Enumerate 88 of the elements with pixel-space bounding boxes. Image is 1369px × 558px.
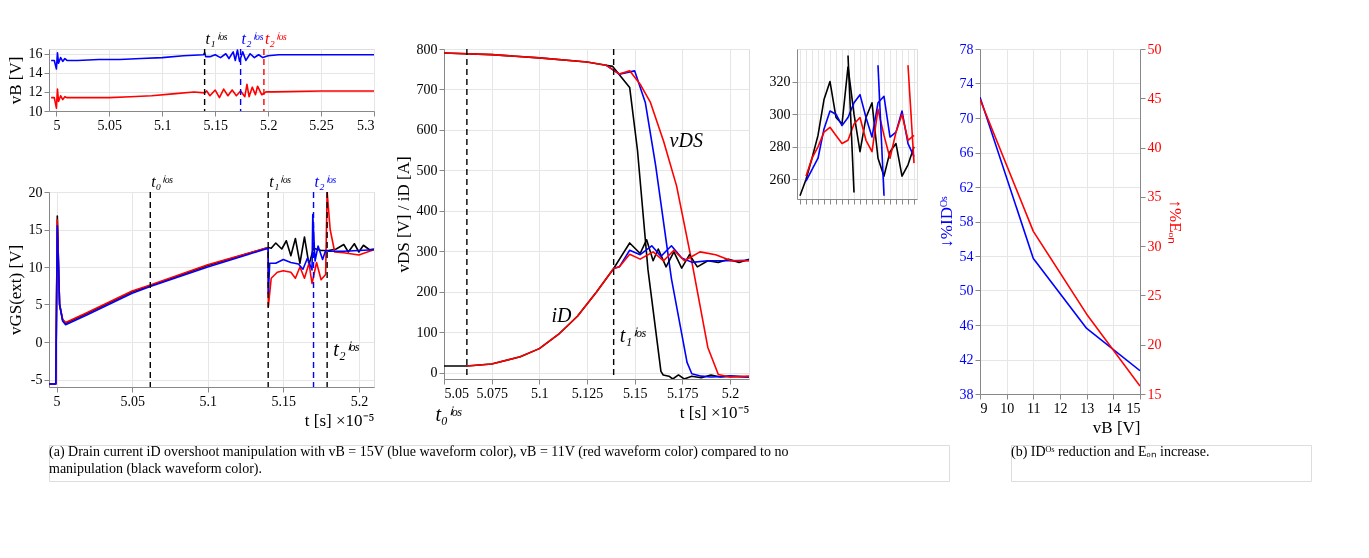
y2-tick-label: 35: [1147, 189, 1162, 205]
y-tick-label: 54: [959, 248, 974, 264]
x-tick-label: 5.1: [199, 393, 217, 409]
y-axis-title: ↓%IDᴼˢ: [936, 195, 956, 248]
annotation: t₀ⁱᵒˢ: [435, 403, 462, 425]
y-tick-label: 260: [769, 171, 791, 187]
y-tick-label: 66: [959, 145, 974, 160]
y-tick-label: 5: [35, 297, 43, 312]
x-tick-label: 5.175: [667, 385, 699, 401]
y2-tick-label: 25: [1147, 287, 1162, 303]
annotation: t₁ⁱᵒˢ: [619, 324, 646, 347]
y2-tick-label: 45: [1147, 90, 1162, 106]
ref-line-label: t₂ⁱᵒˢ: [241, 30, 264, 47]
y-tick-label: 15: [28, 222, 43, 237]
y-tick-label: 62: [959, 179, 974, 195]
ref-line-label: t₂ⁱᵒˢ: [264, 30, 287, 47]
x-tick-label: 13: [1080, 400, 1095, 416]
y-tick-label: 600: [416, 122, 438, 138]
x-tick-label: 5.15: [203, 117, 228, 133]
x-axis-title: vB [V]: [1092, 417, 1141, 437]
y-tick-label: 16: [28, 46, 43, 62]
x-tick-label: 5.05: [120, 393, 145, 409]
y-tick-label: 500: [416, 162, 438, 178]
ref-line-label: t₂ⁱᵒˢ: [314, 173, 337, 190]
x-tick-label: 5.15: [271, 393, 297, 409]
ref-line-label: t₁ⁱᵒˢ: [205, 30, 228, 47]
y-tick-label: 74: [959, 76, 974, 91]
y-axis-title: vDS [V] / iD [A]: [393, 156, 413, 273]
y2-axis-title: ↑%Eₒₙ: [1165, 199, 1185, 245]
y-tick-label: 700: [416, 81, 438, 97]
y2-tick-label: 50: [1147, 41, 1162, 57]
y-tick-label: 300: [769, 106, 791, 122]
y-tick-label: 200: [416, 284, 438, 300]
y-tick-label: 50: [959, 283, 974, 298]
x-tick-label: 14: [1106, 400, 1121, 416]
y-tick-label: 100: [416, 324, 438, 340]
x-tick-label: 5.3: [357, 117, 375, 133]
y-tick-label: 38: [959, 386, 974, 402]
text: (a) Drain current iD overshoot manipulation with vB = 15V (blue waveform color), vB = 11V (red waveform color) compared to no manipulation (black waveform color).: [49, 444, 789, 477]
x-tick-label: 15: [1126, 400, 1141, 416]
x-tick-label: 5.05: [444, 385, 469, 401]
x-tick-label: 5.05: [97, 117, 123, 133]
y-tick-label: 70: [959, 110, 974, 126]
y-tick-label: 58: [959, 214, 974, 229]
y-tick-label: 320: [769, 74, 791, 90]
y-axis-title: vGS(ext) [V]: [5, 244, 25, 336]
annotation: t₂ⁱᵒˢ: [333, 337, 360, 360]
text: (b) IDᴼˢ reduction and Eₒₙ increase.: [1011, 444, 1210, 460]
y2-tick-label: 40: [1147, 140, 1162, 156]
y-tick-label: 280: [769, 139, 791, 155]
annotation: iD: [551, 304, 572, 327]
y-tick-label: 10: [28, 259, 43, 275]
y-tick-label: 20: [28, 184, 43, 200]
ref-line-label: t₁ⁱᵒˢ: [269, 173, 291, 190]
y-tick-label: 300: [416, 243, 438, 259]
y-tick-label: -5: [30, 372, 43, 387]
x-tick-label: 5: [53, 117, 61, 133]
x-tick-label: 5.1: [154, 117, 172, 133]
y-tick-label: 14: [28, 65, 43, 81]
y-tick-label: 12: [28, 84, 43, 100]
y-tick-label: 400: [416, 203, 438, 219]
x-tick-label: 5.1: [531, 385, 549, 401]
y-tick-label: 78: [959, 41, 974, 57]
y-tick-label: 800: [416, 41, 438, 57]
x-tick-label: 5.25: [309, 117, 334, 133]
x-tick-label: 5.2: [721, 385, 740, 401]
y-tick-label: 46: [959, 317, 974, 333]
annotation: vDS: [669, 129, 703, 152]
x-tick-label: 5.125: [571, 385, 604, 401]
ref-line-label: t₀ⁱᵒˢ: [151, 173, 173, 190]
x-tick-label: 9: [980, 400, 988, 416]
x-tick-label: 5: [53, 393, 61, 409]
y-tick-label: 0: [35, 334, 43, 350]
x-tick-label: 5.075: [476, 385, 508, 401]
y2-tick-label: 20: [1147, 337, 1162, 353]
y-tick-label: 10: [28, 103, 43, 119]
y-tick-label: 42: [959, 352, 974, 367]
x-tick-label: 11: [1027, 400, 1041, 416]
x-tick-label: 5.2: [350, 393, 369, 409]
x-axis-title: t [s] ×10⁻⁵: [679, 402, 750, 422]
x-tick-label: 10: [1000, 400, 1015, 416]
x-tick-label: 5.15: [622, 385, 648, 401]
x-tick-label: 12: [1053, 400, 1068, 416]
y-tick-label: 0: [430, 365, 438, 381]
x-axis-title: t [s] ×10⁻⁵: [304, 410, 375, 430]
y-axis-title: vB [V]: [5, 56, 25, 105]
x-tick-label: 5.2: [259, 117, 278, 133]
y2-tick-label: 30: [1147, 238, 1162, 254]
